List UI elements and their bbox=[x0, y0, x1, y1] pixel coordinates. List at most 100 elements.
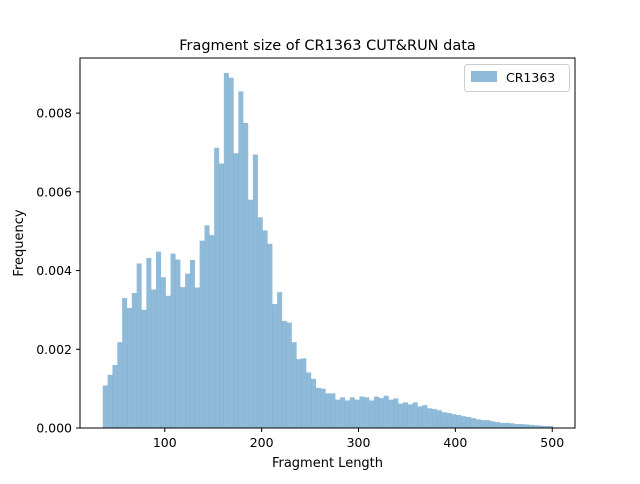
legend: CR1363 bbox=[464, 64, 570, 92]
histogram-bar bbox=[257, 217, 263, 428]
x-tick-label: 200 bbox=[250, 435, 274, 450]
histogram-bar bbox=[214, 147, 220, 429]
histogram-bar bbox=[495, 422, 501, 428]
histogram-bar bbox=[267, 243, 273, 428]
histogram-bar bbox=[412, 402, 418, 428]
histogram-bar bbox=[233, 153, 239, 428]
histogram-bar bbox=[359, 396, 365, 428]
histogram-bar bbox=[403, 402, 409, 428]
histogram-bar bbox=[291, 342, 297, 428]
histogram-bar bbox=[209, 235, 215, 428]
histogram-bar bbox=[490, 421, 496, 428]
histogram-bar bbox=[354, 399, 360, 428]
histogram-bar bbox=[470, 418, 476, 428]
histogram-bar bbox=[432, 409, 438, 428]
histogram-bar bbox=[146, 257, 152, 428]
histogram-bar bbox=[219, 163, 224, 429]
histogram-bar bbox=[466, 416, 472, 428]
histogram-bar bbox=[374, 396, 379, 428]
legend-swatch bbox=[471, 71, 497, 82]
x-axis-label: Fragment Length bbox=[272, 456, 383, 471]
histogram-bar bbox=[422, 405, 428, 428]
histogram-bar bbox=[180, 287, 186, 428]
x-tick-label: 300 bbox=[347, 435, 371, 450]
histogram-bar bbox=[204, 225, 210, 428]
histogram-bar bbox=[325, 393, 331, 428]
axes: 100 200 300 400 500 0.000 0.002 0.004 0.006 0.008 bbox=[36, 57, 576, 450]
histogram-bar bbox=[509, 423, 515, 428]
histogram-bar bbox=[451, 414, 457, 428]
histogram-bar bbox=[436, 410, 442, 428]
histogram-bar bbox=[296, 359, 302, 428]
histogram-bar bbox=[427, 408, 433, 428]
histogram-bar bbox=[446, 413, 452, 428]
histogram-bar bbox=[117, 342, 123, 428]
histogram-bar bbox=[272, 304, 278, 428]
y-axis-label: Frequency bbox=[12, 209, 27, 276]
histogram-bar bbox=[417, 406, 423, 428]
histogram-bar bbox=[306, 372, 312, 428]
histogram-bar bbox=[107, 374, 113, 428]
histogram-bar bbox=[189, 259, 195, 428]
histogram-bar bbox=[533, 425, 539, 428]
histogram-bar bbox=[548, 426, 554, 428]
y-tick-label: 0.000 bbox=[36, 421, 72, 436]
histogram-bar bbox=[301, 358, 307, 428]
chart-title: Fragment size of CR1363 CUT&RUN data bbox=[179, 38, 476, 54]
histogram-bar bbox=[330, 393, 336, 428]
histogram-bar bbox=[519, 424, 525, 428]
histogram-bar bbox=[393, 398, 399, 428]
histogram-bar bbox=[277, 292, 283, 428]
histogram-bar bbox=[315, 387, 321, 428]
histogram-bar bbox=[378, 398, 384, 428]
histogram-bar bbox=[122, 298, 128, 428]
histogram-bar bbox=[340, 397, 346, 428]
histogram-bar bbox=[170, 253, 176, 428]
histogram-bar bbox=[528, 424, 534, 428]
histogram-bar bbox=[485, 420, 491, 428]
histogram-bar bbox=[131, 292, 137, 428]
y-tick-label: 0.008 bbox=[36, 106, 72, 121]
histogram-bar bbox=[461, 416, 467, 428]
histogram-bar bbox=[475, 419, 481, 428]
histogram-bar bbox=[398, 403, 404, 428]
histogram-bar bbox=[335, 399, 341, 428]
histogram-bar bbox=[243, 122, 249, 428]
histogram-bar bbox=[281, 320, 287, 428]
histogram-bar bbox=[499, 422, 505, 428]
histogram-bar bbox=[141, 309, 147, 428]
histogram-bar bbox=[112, 365, 118, 428]
histogram-bar bbox=[543, 426, 549, 428]
histogram-bar bbox=[504, 422, 510, 428]
histogram-bar bbox=[194, 287, 200, 428]
histogram-bar bbox=[185, 273, 191, 428]
plot-frame bbox=[79, 57, 576, 429]
histogram-bar bbox=[364, 397, 370, 428]
histogram-bar bbox=[102, 385, 108, 428]
x-tick-label: 400 bbox=[443, 435, 467, 450]
histogram-bar bbox=[369, 400, 375, 428]
histogram-bar bbox=[262, 230, 268, 428]
histogram-bar bbox=[320, 388, 326, 428]
histogram-bar bbox=[165, 295, 171, 428]
histogram-bar bbox=[160, 277, 166, 428]
x-tick-label: 100 bbox=[153, 435, 177, 450]
histogram-bar bbox=[223, 72, 229, 429]
histogram-bars bbox=[102, 72, 554, 429]
histogram-bar bbox=[175, 259, 181, 428]
histogram-bar bbox=[514, 424, 520, 428]
histogram-bar bbox=[199, 240, 205, 428]
y-tick-label: 0.006 bbox=[36, 184, 72, 199]
histogram-bar bbox=[388, 399, 394, 428]
histogram-bar bbox=[156, 251, 162, 428]
histogram-bar bbox=[151, 289, 157, 428]
histogram-bar bbox=[344, 400, 350, 428]
histogram-bar bbox=[228, 77, 234, 429]
x-tick-label: 500 bbox=[540, 435, 564, 450]
histogram-bar bbox=[480, 420, 486, 428]
histogram-bar bbox=[126, 307, 132, 428]
histogram-bar bbox=[524, 424, 530, 428]
histogram-bar bbox=[456, 415, 462, 428]
